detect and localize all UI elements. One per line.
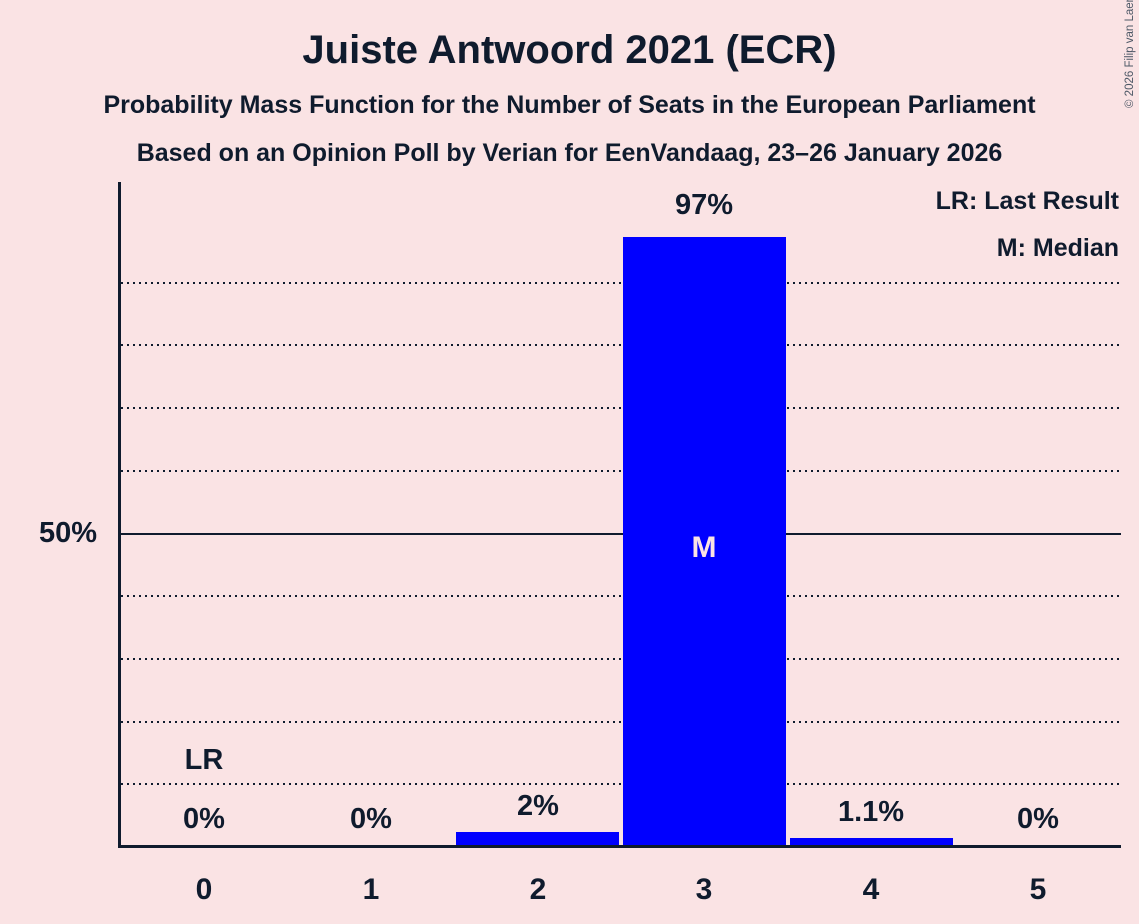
bar-value-label-seats-5: 0%	[1017, 803, 1059, 835]
gridline-40-percent	[121, 595, 1121, 597]
gridline-20-percent	[121, 721, 1121, 723]
x-axis-line	[118, 845, 1121, 848]
bar-seats-4	[790, 838, 953, 845]
gridline-70-percent	[121, 407, 1121, 409]
bar-value-label-seats-4: 1.1%	[837, 796, 905, 828]
bar-value-label-seats-0: 0%	[183, 803, 225, 835]
gridline-50-percent-solid	[121, 533, 1121, 535]
y-axis-line	[118, 182, 121, 848]
x-axis-tick-label-5: 5	[1029, 873, 1047, 906]
x-axis-tick-label-3: 3	[695, 873, 713, 906]
chart-subtitle-line1: Probability Mass Function for the Number…	[103, 91, 1036, 119]
median-marker: M	[691, 531, 717, 564]
gridline-60-percent	[121, 470, 1121, 472]
x-axis-tick-label-0: 0	[195, 873, 213, 906]
legend-median: M: Median	[996, 234, 1119, 262]
chart-subtitle-line2: Based on an Opinion Poll by Verian for E…	[136, 139, 1003, 167]
x-axis-tick-label-1: 1	[362, 873, 380, 906]
gridline-90-percent	[121, 282, 1121, 284]
bar-value-label-seats-3: 97%	[674, 189, 734, 221]
gridline-80-percent	[121, 344, 1121, 346]
x-axis-tick-label-2: 2	[529, 873, 547, 906]
last-result-marker: LR	[184, 744, 224, 776]
bar-seats-3	[623, 237, 786, 845]
copyright-notice: © 2026 Filip van Laenen	[1124, 0, 1136, 108]
gridline-30-percent	[121, 658, 1121, 660]
legend-last-result: LR: Last Result	[935, 187, 1119, 215]
bar-seats-2	[456, 832, 619, 845]
bar-value-label-seats-2: 2%	[517, 790, 559, 822]
y-axis-tick-label-50: 50%	[38, 517, 97, 549]
gridline-10-percent	[121, 783, 1121, 785]
x-axis-tick-label-4: 4	[862, 873, 880, 906]
chart-title: Juiste Antwoord 2021 (ECR)	[302, 28, 837, 72]
bar-value-label-seats-1: 0%	[350, 803, 392, 835]
